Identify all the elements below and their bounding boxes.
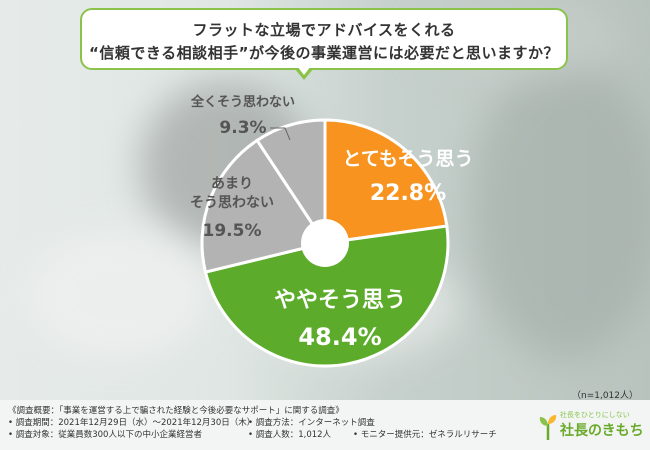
donut-slices xyxy=(200,118,450,368)
question-line-1: フラットな立場でアドバイスをくれる xyxy=(192,21,456,39)
label-not-at-all: 全くそう思わない xyxy=(190,94,295,110)
question-bubble: フラットな立場でアドバイスをくれる “信頼できる相談相手”が今後の事業運営には必… xyxy=(80,8,568,70)
logo-tagline: 社長をひとりにしない xyxy=(560,411,630,419)
label-not-much-1: あまり xyxy=(211,176,253,192)
question-line-2: “信頼できる相談相手”が今後の事業運営には必要だと思いますか？ xyxy=(89,44,559,62)
brand-logo: 社長をひとりにしない 社長のきもち xyxy=(538,410,644,444)
leader-line xyxy=(270,127,291,141)
donut-hole xyxy=(301,219,349,267)
value-not-much: 19.5% xyxy=(203,221,262,241)
sample-size-note: （n=1,012人） xyxy=(571,391,638,401)
survey-provider: • モニター提供元：ゼネラルリサーチ xyxy=(353,430,497,440)
slice-not-much xyxy=(200,138,328,274)
footer-panel xyxy=(0,400,650,450)
slice-very-yes xyxy=(323,118,449,245)
value-very-yes: 22.8% xyxy=(370,181,446,206)
label-very-yes: とてもそう思う xyxy=(342,148,473,170)
bubble-tail-inner xyxy=(297,66,311,75)
label-somewhat-yes: ややそう思う xyxy=(274,288,406,313)
survey-target: • 調査対象：従業員数300人以下の中小企業経営者 xyxy=(8,430,202,440)
value-somewhat-yes: 48.4% xyxy=(298,323,381,351)
value-not-at-all: 9.3% xyxy=(219,118,266,138)
survey-notes: 《調査概要：「事業を運営する上で騙された経験と今後必要なサポート」に関する調査》… xyxy=(8,405,528,441)
survey-overview: 《調査概要：「事業を運営する上で騙された経験と今後必要なサポート」に関する調査》 xyxy=(8,406,344,416)
survey-method: • 調査方法：インターネット調査 xyxy=(248,418,375,428)
survey-period: • 調査期間：2021年12月29日（水）〜2021年12月30日（木） xyxy=(8,418,256,428)
survey-count: • 調査人数：1,012人 xyxy=(248,430,332,440)
sprout-icon xyxy=(539,415,557,440)
label-not-much-2: そう思わない xyxy=(190,195,274,211)
logo-name: 社長のきもち xyxy=(560,423,644,439)
slice-not-at-all xyxy=(255,118,327,248)
slice-somewhat-yes xyxy=(203,224,450,368)
